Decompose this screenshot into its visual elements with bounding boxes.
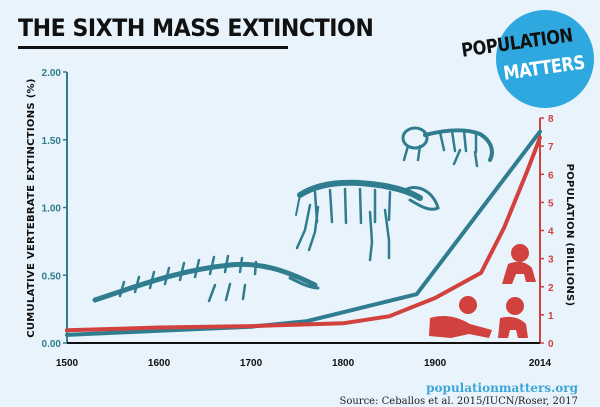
logo-circle [496, 10, 594, 108]
title-underline [18, 46, 288, 49]
x-tick-label: 1600 [148, 358, 171, 369]
left-tick-label: 0.50 [42, 271, 62, 282]
right-tick-label: 3 [548, 255, 554, 266]
mammal-skeleton-illustration [295, 179, 440, 262]
series-lines [65, 129, 542, 337]
chart-title: THE SIXTH MASS EXTINCTION [18, 14, 374, 42]
fish-skeleton-illustration [92, 254, 320, 303]
right-axis-title: POPULATION (BILLIONS) [564, 164, 575, 307]
right-tick-label: 7 [548, 142, 554, 153]
right-tick-label: 2 [548, 283, 554, 294]
left-tick-label: 1.00 [42, 204, 62, 215]
x-tick-label: 1700 [240, 358, 263, 369]
x-tick-label: 1800 [332, 358, 355, 369]
right-tick-label: 0 [548, 339, 554, 350]
x-tick-label: 2014 [529, 358, 552, 369]
x-axis-ticks: 1500 1600 1700 1800 1900 2014 [56, 358, 552, 369]
x-tick-label: 1900 [424, 358, 447, 369]
left-tick-label: 0.00 [42, 339, 62, 350]
right-tick-label: 5 [548, 198, 554, 209]
source-credit: Source: Ceballos et al. 2015/IUCN/Roser,… [339, 396, 578, 407]
right-axis-ticks: 0 1 2 3 4 5 6 7 8 [540, 114, 554, 350]
right-tick-label: 1 [548, 311, 554, 322]
bird-skeleton-illustration [401, 126, 494, 168]
x-tick-label: 1500 [56, 358, 79, 369]
right-tick-label: 6 [548, 170, 554, 181]
left-tick-label: 2.00 [42, 68, 62, 79]
right-tick-label: 4 [548, 227, 554, 238]
left-axis-ticks: 0.00 0.50 1.00 1.50 2.00 [42, 68, 67, 350]
website-link[interactable]: populationmatters.org [426, 381, 578, 395]
left-tick-label: 1.50 [42, 136, 62, 147]
population-series-line [65, 135, 542, 333]
left-axis-title: CUMULATIVE VERTEBRATE EXTINCTIONS (%) [26, 78, 37, 338]
right-tick-label: 8 [548, 114, 554, 125]
babies-illustration [429, 244, 536, 338]
